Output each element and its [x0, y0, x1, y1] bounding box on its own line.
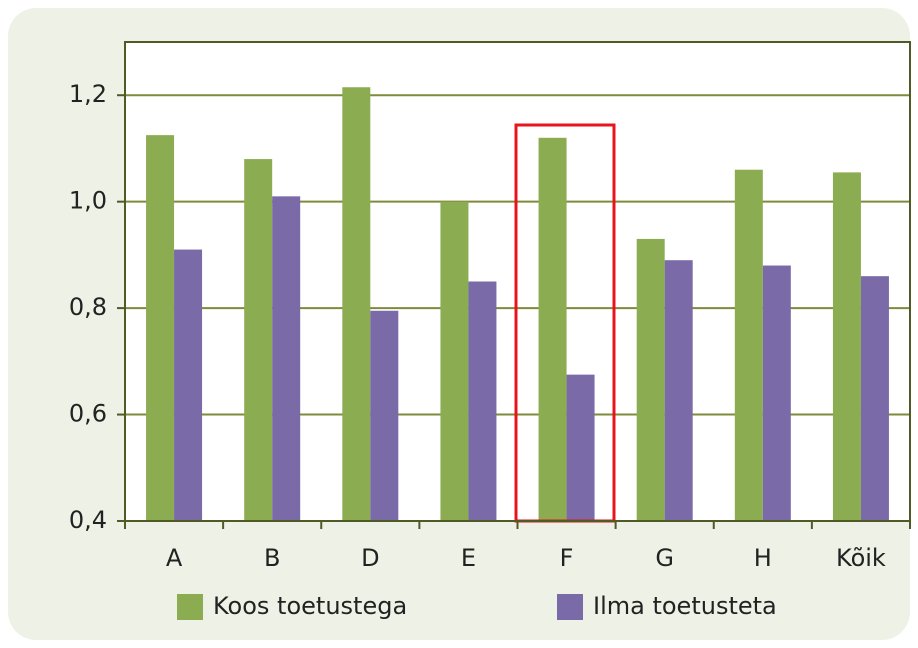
bar	[342, 87, 371, 521]
y-tick-label: 0,8	[69, 293, 107, 321]
legend-swatch	[177, 594, 203, 620]
x-tick-label: E	[461, 544, 476, 572]
plot-border	[124, 41, 911, 522]
bar	[762, 265, 791, 521]
bar	[566, 374, 595, 521]
bar	[244, 159, 273, 522]
legend-swatch	[557, 594, 583, 620]
bar	[146, 135, 175, 521]
bar	[860, 276, 889, 521]
x-tick-label: H	[754, 544, 772, 572]
x-tick-label: F	[560, 544, 574, 572]
y-tick-label: 0,6	[69, 400, 107, 428]
bar	[832, 172, 861, 521]
x-tick-label: A	[166, 544, 183, 572]
bar	[468, 281, 497, 521]
bar	[538, 137, 567, 522]
x-tick-label: Kõik	[836, 544, 886, 572]
bar	[664, 260, 693, 521]
y-tick-label: 0,4	[69, 506, 107, 534]
x-tick-label: G	[655, 544, 674, 572]
y-tick-label: 1,2	[69, 80, 107, 108]
bar	[734, 169, 763, 521]
bar	[440, 201, 469, 521]
bar	[370, 310, 399, 521]
y-tick-label: 1,0	[69, 187, 107, 215]
x-tick-label: D	[361, 544, 379, 572]
x-tick-label: B	[264, 544, 280, 572]
legend-label: Ilma toetusteta	[593, 592, 777, 620]
bar	[174, 249, 203, 522]
bar	[636, 238, 665, 521]
bar	[272, 196, 301, 521]
legend-label: Koos toetustega	[213, 592, 407, 620]
